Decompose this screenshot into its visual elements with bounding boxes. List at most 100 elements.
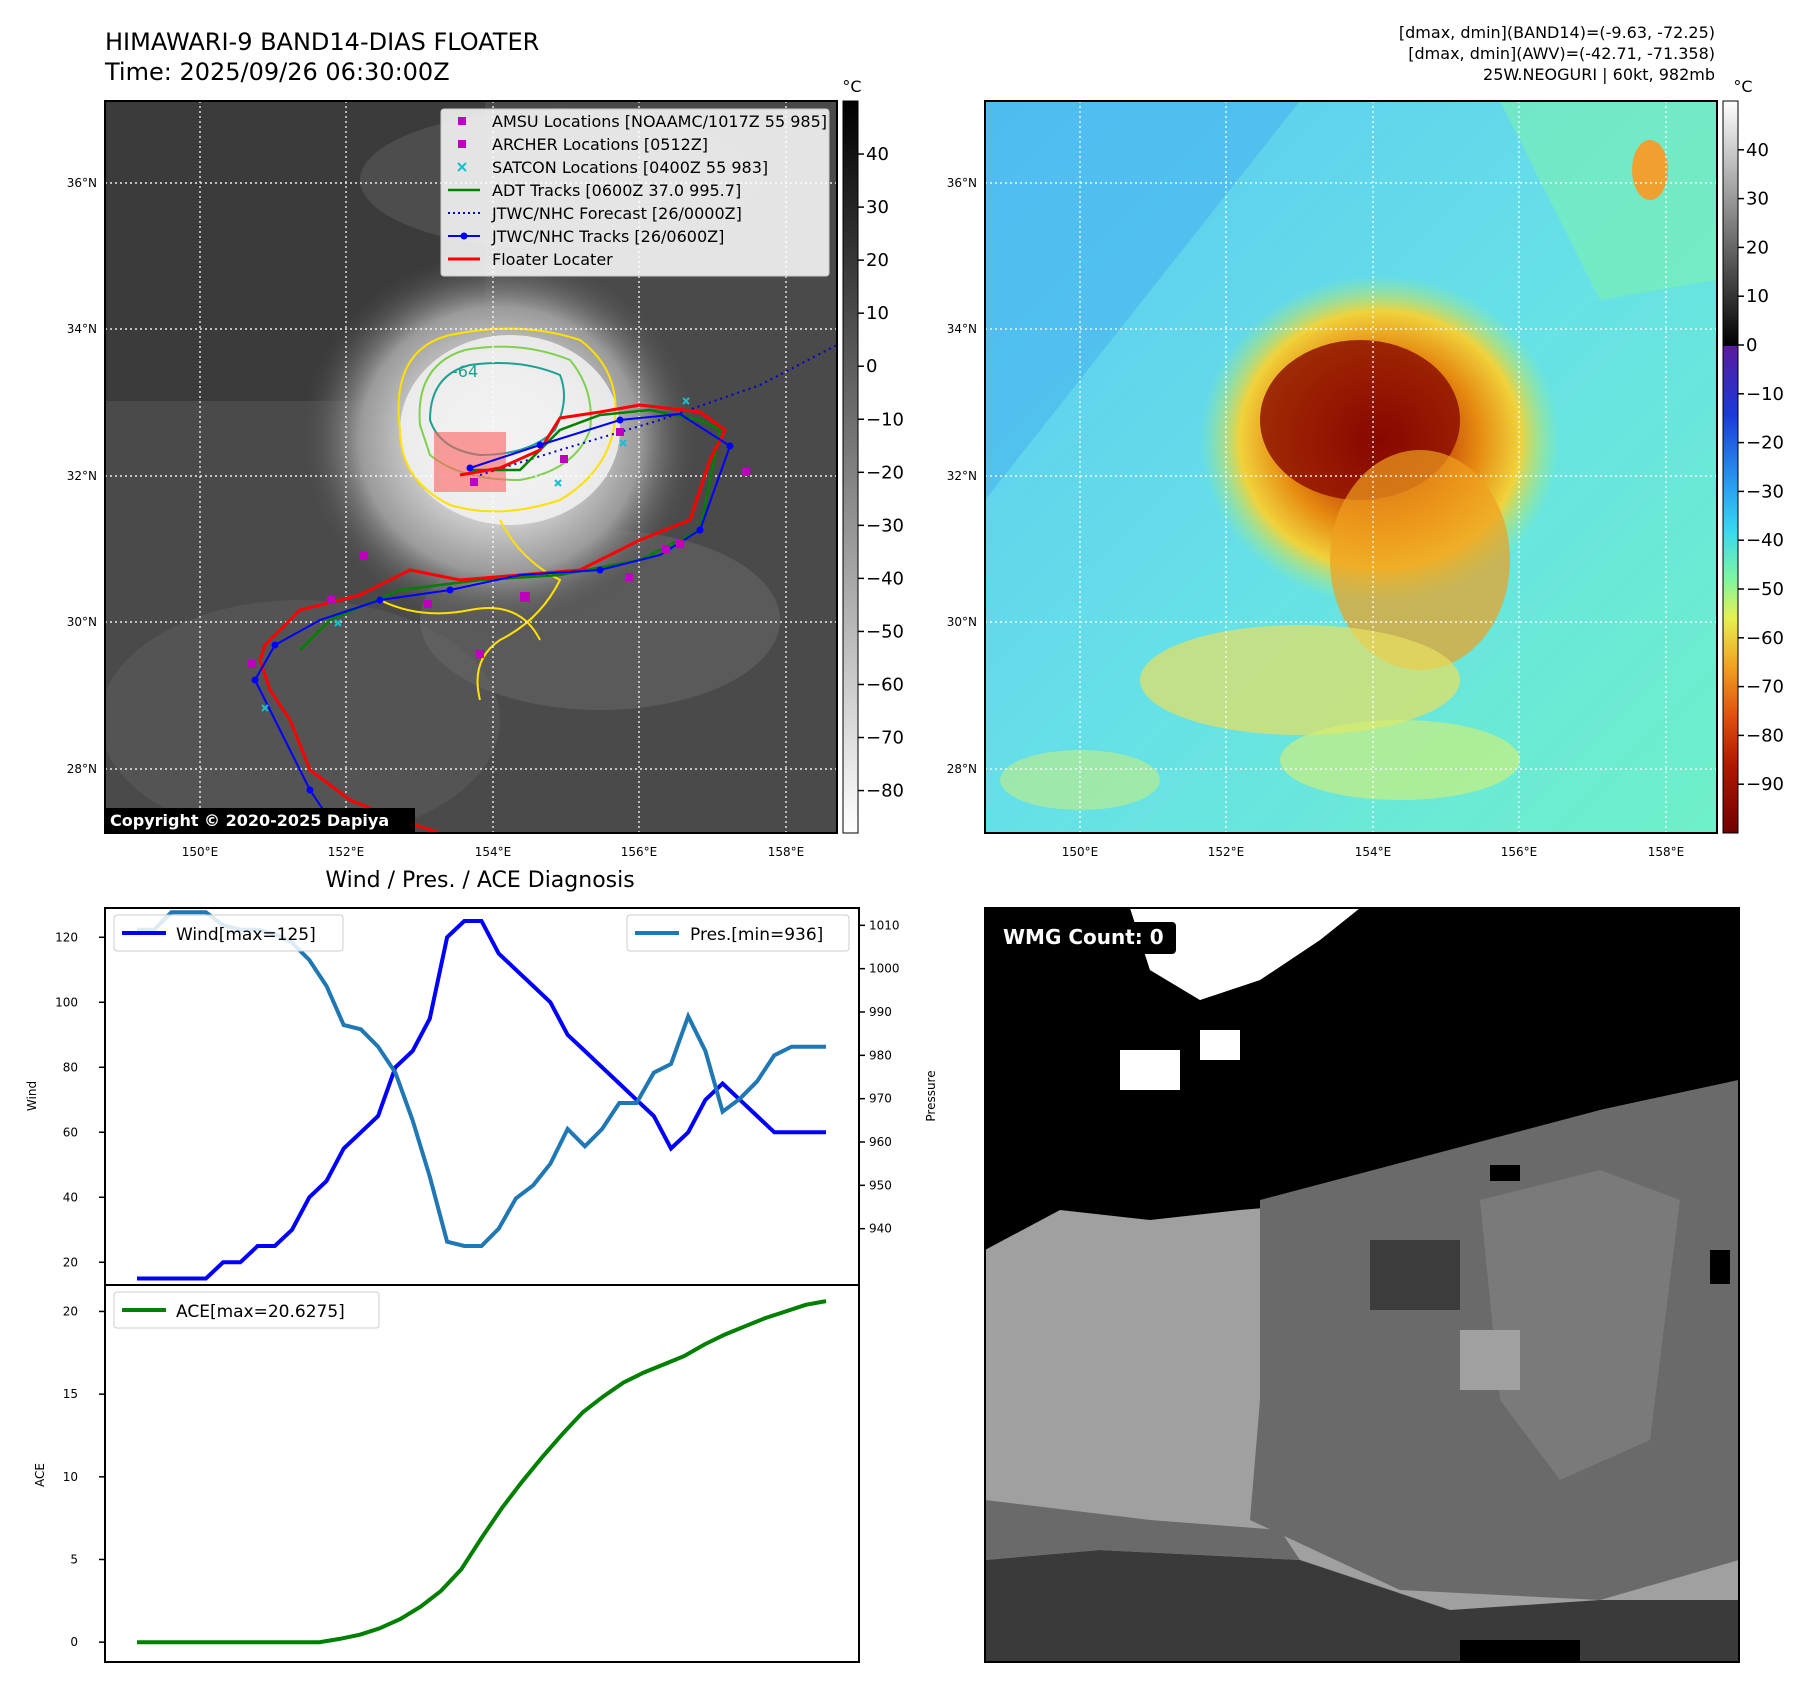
info-awv-range: [dmax, dmin](AWV)=(-42.71, -71.358)	[1408, 44, 1715, 63]
gray-colorbar-tick-label: −60	[866, 674, 904, 695]
wind-tick-label: 100	[55, 995, 78, 1009]
pressure-tick-label: 970	[869, 1092, 892, 1106]
map-legend: AMSU Locations [NOAAMC/1017Z 55 985] ARC…	[440, 108, 830, 277]
ace-panel: ACE 0 5 10 15 20 ACE[max=20.6275]	[33, 1284, 860, 1663]
color-colorbar-tick-label: −60	[1746, 628, 1784, 649]
ir-map-lat-labels: 36°N 34°N 32°N 30°N 28°N	[67, 176, 97, 776]
color-colorbar-tick-label: −50	[1746, 579, 1784, 600]
svg-text:30°N: 30°N	[67, 615, 97, 629]
x-marker-icon	[457, 162, 467, 172]
svg-text:158°E: 158°E	[768, 845, 805, 859]
awv-map-lat-labels: 36°N 34°N 32°N 30°N 28°N	[947, 176, 977, 776]
ace-legend-label: ACE[max=20.6275]	[176, 1302, 345, 1322]
svg-text:36°N: 36°N	[947, 176, 977, 190]
wind-tick-label: 60	[63, 1125, 78, 1139]
gray-colorbar: °C 40 30 20 10 0 −10 −20 −30 −40 −50 −60 −70 −80	[842, 77, 904, 834]
svg-text:32°N: 32°N	[947, 469, 977, 483]
pressure-legend: Pres.[min=936]	[626, 914, 850, 952]
pressure-tick-label: 950	[869, 1178, 892, 1192]
ir-map-panel: -64	[67, 100, 838, 859]
ace-tick-label: 5	[70, 1552, 78, 1566]
pressure-y-ticks: 940 950 960 970 980 990 1000 1010	[859, 918, 900, 1236]
color-colorbar-tick-label: −20	[1746, 433, 1784, 454]
ace-tick-label: 0	[70, 1635, 78, 1649]
gray-colorbar-tick-label: −30	[866, 515, 904, 536]
svg-text:152°E: 152°E	[1208, 845, 1245, 859]
info-storm: 25W.NEOGURI | 60kt, 982mb	[1483, 65, 1715, 84]
legend-satcon: SATCON Locations [0400Z 55 983]	[492, 158, 768, 177]
legend-jtwc-tracks: JTWC/NHC Tracks [26/0600Z]	[491, 227, 724, 246]
square-marker-icon	[458, 140, 466, 148]
color-colorbar-tick-label: −80	[1746, 725, 1784, 746]
gray-colorbar-tick-label: −20	[866, 462, 904, 483]
gray-colorbar-tick-label: −70	[866, 728, 904, 749]
awv-map-panel: 36°N 34°N 32°N 30°N 28°N 150°E 152°E 154…	[947, 100, 1718, 859]
wind-legend: Wind[max=125]	[113, 914, 344, 952]
legend-floater: Floater Locater	[492, 250, 613, 269]
ace-tick-label: 10	[63, 1470, 78, 1484]
gray-colorbar-tick-label: −10	[866, 409, 904, 430]
color-colorbar-tick-label: 20	[1746, 237, 1769, 258]
diagnosis-title: Wind / Pres. / ACE Diagnosis	[325, 868, 634, 893]
svg-text:156°E: 156°E	[1501, 845, 1538, 859]
ace-y-ticks: 0 5 10 15 20	[63, 1304, 105, 1649]
pressure-tick-label: 1010	[869, 918, 900, 932]
svg-text:156°E: 156°E	[621, 845, 658, 859]
color-colorbar: °C 40 30 20 10 0 −10 −20 −30 −40 −50 −60 −70 −80 −90	[1722, 77, 1784, 834]
pressure-tick-label: 980	[869, 1048, 892, 1062]
wind-series-line	[137, 919, 826, 1281]
gray-colorbar-tick-label: 40	[866, 144, 889, 165]
color-colorbar-tick-label: −30	[1746, 481, 1784, 502]
legend-archer: ARCHER Locations [0512Z]	[492, 135, 708, 154]
ir-map-lon-labels: 150°E 152°E 154°E 156°E 158°E	[182, 845, 805, 859]
figure-time: Time: 2025/09/26 06:30:00Z	[104, 58, 450, 86]
svg-text:32°N: 32°N	[67, 469, 97, 483]
legend-forecast: JTWC/NHC Forecast [26/0000Z]	[491, 204, 742, 223]
svg-text:34°N: 34°N	[947, 322, 977, 336]
square-marker-icon	[458, 117, 466, 125]
wind-tick-label: 20	[63, 1255, 78, 1269]
ace-legend: ACE[max=20.6275]	[113, 1291, 380, 1329]
wmg-count: WMG Count: 0	[1003, 925, 1164, 949]
svg-text:30°N: 30°N	[947, 615, 977, 629]
gray-colorbar-tick-label: 30	[866, 197, 889, 218]
ace-tick-label: 20	[63, 1304, 78, 1318]
gray-colorbar-tick-label: −80	[866, 781, 904, 802]
ace-series-line	[137, 1299, 827, 1645]
color-colorbar-tick-label: 40	[1746, 140, 1769, 161]
svg-text:154°E: 154°E	[475, 845, 512, 859]
color-colorbar-tick-label: −70	[1746, 677, 1784, 698]
gray-colorbar-tick-label: −40	[866, 568, 904, 589]
wind-tick-label: 120	[55, 930, 78, 944]
legend-adt: ADT Tracks [0600Z 37.0 995.7]	[492, 181, 741, 200]
color-colorbar-tick-label: 30	[1746, 189, 1769, 210]
gray-colorbar-tick-label: 20	[866, 250, 889, 271]
svg-text:152°E: 152°E	[328, 845, 365, 859]
pressure-tick-label: 1000	[869, 962, 900, 976]
copyright-text: Copyright © 2020-2025 Dapiya	[110, 811, 389, 830]
wind-y-ticks: 20 40 60 80 100 120	[55, 930, 105, 1269]
wind-axis-label: Wind	[25, 1081, 39, 1111]
color-colorbar-tick-label: −90	[1746, 774, 1784, 795]
gray-colorbar-tick-label: 0	[866, 356, 877, 377]
wind-legend-label: Wind[max=125]	[176, 925, 316, 945]
color-colorbar-unit: °C	[1733, 77, 1752, 96]
pressure-tick-label: 960	[869, 1135, 892, 1149]
ace-axis-label: ACE	[33, 1463, 47, 1487]
svg-text:150°E: 150°E	[1062, 845, 1099, 859]
legend-amsu: AMSU Locations [NOAAMC/1017Z 55 985]	[492, 112, 827, 131]
wind-tick-label: 40	[63, 1190, 78, 1204]
svg-text:150°E: 150°E	[182, 845, 219, 859]
svg-text:28°N: 28°N	[947, 762, 977, 776]
pressure-tick-label: 940	[869, 1222, 892, 1236]
svg-text:154°E: 154°E	[1355, 845, 1392, 859]
color-colorbar-tick-label: 0	[1746, 335, 1757, 356]
pressure-axis-label: Pressure	[924, 1070, 938, 1121]
ace-tick-label: 15	[63, 1387, 78, 1401]
wmg-panel: WMG Count: 0	[984, 907, 1740, 1663]
contour-label: -64	[452, 362, 478, 381]
svg-text:28°N: 28°N	[67, 762, 97, 776]
pressure-tick-label: 990	[869, 1005, 892, 1019]
svg-text:36°N: 36°N	[67, 176, 97, 190]
